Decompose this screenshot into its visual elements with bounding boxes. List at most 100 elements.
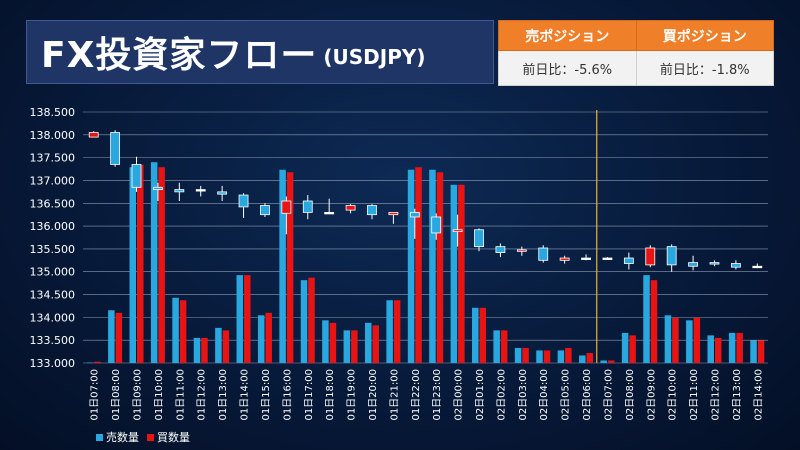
y-tick-label: 136.500 — [30, 197, 76, 210]
x-tick-label: 01日10:00 — [154, 369, 165, 421]
sell-volume-bar — [300, 280, 308, 363]
candle-body — [452, 229, 463, 232]
candle-body — [602, 257, 613, 260]
sell-volume-bar — [750, 340, 757, 363]
buy-volume-bar — [158, 167, 165, 363]
x-tick-label: 02日09:00 — [646, 369, 657, 421]
y-tick-label: 133.500 — [30, 334, 76, 347]
sell-volume-bar — [108, 310, 115, 363]
candle-body — [195, 189, 206, 192]
x-tick-label: 01日08:00 — [111, 369, 122, 421]
sell-volume-bar — [172, 297, 179, 363]
candle-body — [538, 247, 549, 261]
x-tick-label: 02日12:00 — [710, 369, 721, 421]
sell-position-change: 前日比：-5.6% — [498, 50, 637, 86]
sell-volume-bar — [343, 330, 351, 363]
candle-body — [516, 249, 527, 252]
y-tick-label: 138.500 — [30, 106, 76, 119]
sell-volume-bar — [150, 162, 158, 363]
buy-volume-bar — [179, 300, 187, 363]
sell-volume-bar — [536, 350, 543, 363]
chart-legend: 売数量 買数量 — [96, 429, 198, 445]
x-tick-label: 01日11:00 — [175, 369, 186, 421]
sell-volume-bar — [193, 337, 201, 363]
x-tick-label: 01日23:00 — [432, 369, 443, 421]
x-tick-label: 02日02:00 — [496, 369, 507, 421]
title-box: FX投資家フロー (USDJPY) — [26, 20, 494, 84]
y-tick-label: 138.000 — [30, 129, 76, 142]
x-tick-label: 02日05:00 — [561, 369, 572, 421]
x-tick-label: 01日18:00 — [325, 369, 336, 421]
sell-volume-bar — [450, 184, 458, 363]
buy-volume-bar — [222, 330, 230, 363]
sell-volume-bar — [664, 315, 672, 363]
buy-volume-bar — [757, 340, 765, 363]
x-tick-label: 01日17:00 — [304, 369, 315, 421]
sell-volume-bar — [643, 275, 650, 363]
x-tick-label: 01日12:00 — [197, 369, 208, 421]
position-table: 売ポジション 買ポジション 前日比：-5.6% 前日比：-1.8% — [498, 19, 774, 86]
candle-body — [730, 263, 741, 268]
candle-body — [174, 189, 185, 193]
legend-label-buy: 買数量 — [157, 431, 190, 444]
candle-body — [623, 257, 634, 264]
buy-volume-bar — [693, 317, 701, 363]
buy-volume-bar — [714, 337, 722, 363]
candle-body — [324, 212, 335, 215]
sell-position-header: 売ポジション — [498, 19, 637, 52]
x-tick-label: 01日21:00 — [389, 369, 400, 421]
x-tick-label: 02日00:00 — [454, 369, 465, 421]
y-tick-label: 137.500 — [30, 152, 76, 165]
x-tick-label: 01日15:00 — [261, 369, 272, 421]
sell-volume-bar — [364, 322, 372, 363]
x-tick-label: 01日13:00 — [218, 369, 229, 421]
candle-body — [581, 257, 591, 260]
y-tick-label: 136.000 — [30, 220, 76, 233]
buy-volume-bar — [543, 350, 551, 363]
y-tick-label: 137.000 — [30, 174, 76, 187]
y-tick-label: 134.500 — [30, 289, 76, 302]
buy-volume-bar — [308, 277, 315, 363]
buy-volume-bar — [672, 317, 679, 363]
candle-body — [474, 229, 484, 248]
buy-volume-bar — [201, 337, 208, 363]
buy-volume-bar — [244, 275, 251, 363]
candle-body — [153, 186, 163, 190]
sell-volume-bar — [707, 335, 714, 363]
x-tick-label: 02日11:00 — [689, 369, 700, 421]
page-title: FX投資家フロー — [41, 35, 318, 76]
sell-volume-bar — [728, 332, 736, 363]
x-tick-label: 01日09:00 — [133, 369, 144, 421]
legend-item-buy: 買数量 — [147, 429, 190, 445]
x-tick-label: 02日07:00 — [603, 369, 614, 421]
buy-volume-bar — [522, 347, 529, 363]
candle-body — [281, 200, 292, 214]
buy-position-header: 買ポジション — [635, 19, 774, 52]
x-tick-label: 01日19:00 — [347, 369, 358, 421]
buy-volume-bar — [586, 352, 594, 363]
buy-volume-bar — [458, 184, 465, 363]
x-tick-label: 02日04:00 — [539, 369, 550, 421]
buy-volume-bar — [500, 330, 508, 363]
buy-volume-bar — [565, 347, 572, 363]
x-tick-label: 01日07:00 — [90, 369, 101, 421]
y-tick-label: 133.000 — [30, 357, 76, 370]
legend-swatch-buy — [147, 433, 154, 441]
candle-body — [388, 212, 399, 216]
x-tick-label: 02日03:00 — [518, 369, 529, 421]
candle-body — [238, 194, 249, 208]
sell-volume-bar — [215, 327, 222, 363]
candle-body — [217, 191, 228, 195]
sell-volume-bar — [472, 307, 479, 363]
x-tick-label: 01日16:00 — [282, 369, 293, 421]
buy-volume-bar — [479, 307, 487, 363]
buy-volume-bar — [265, 312, 272, 363]
sell-volume-bar — [557, 350, 565, 363]
buy-volume-bar — [629, 335, 636, 363]
buy-volume-bar — [372, 325, 379, 363]
legend-label-sell: 売数量 — [106, 431, 139, 444]
x-tick-label: 01日22:00 — [411, 369, 422, 421]
sell-volume-bar — [514, 347, 522, 363]
x-tick-label: 02日01:00 — [475, 369, 486, 421]
x-tick-label: 02日14:00 — [753, 369, 764, 421]
